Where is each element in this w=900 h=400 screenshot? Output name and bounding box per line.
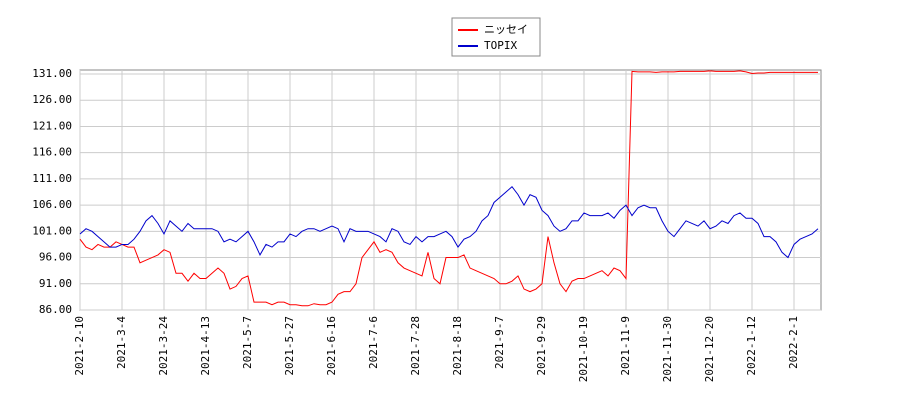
x-tick-label: 2021-7-6 xyxy=(367,316,380,369)
y-tick-label: 111.00 xyxy=(32,172,72,185)
x-tick-label: 2021-9-29 xyxy=(535,316,548,376)
x-tick-label: 2022-2-1 xyxy=(787,316,800,369)
x-tick-label: 2021-5-7 xyxy=(241,316,254,369)
y-tick-label: 106.00 xyxy=(32,198,72,211)
x-tick-label: 2021-8-18 xyxy=(451,316,464,376)
x-tick-label: 2021-4-13 xyxy=(199,316,212,376)
legend xyxy=(451,17,541,57)
x-tick-label: 2021-7-28 xyxy=(409,316,422,376)
legend-box xyxy=(451,17,541,57)
y-tick-label: 121.00 xyxy=(32,119,72,132)
y-tick-label: 131.00 xyxy=(32,67,72,80)
y-tick-label: 91.00 xyxy=(39,277,72,290)
x-tick-label: 2021-11-9 xyxy=(619,316,632,376)
x-tick-label: 2021-9-7 xyxy=(493,316,506,369)
data-line xyxy=(79,186,819,259)
y-tick-label: 116.00 xyxy=(32,146,72,159)
x-tick-label: 2021-10-19 xyxy=(577,316,590,382)
legend-label: TOPIX xyxy=(484,39,517,52)
x-tick-label: 2021-3-24 xyxy=(157,316,170,376)
x-tick-label: 2021-5-27 xyxy=(283,316,296,376)
x-tick-label: 2022-1-12 xyxy=(745,316,758,376)
x-tick-label: 2021-2-10 xyxy=(73,316,86,376)
x-tick-label: 2021-3-4 xyxy=(115,316,128,369)
x-tick-label: 2021-6-16 xyxy=(325,316,338,376)
legend-label: ニッセイ xyxy=(484,23,528,36)
y-tick-label: 101.00 xyxy=(32,224,72,237)
x-tick-label: 2021-11-30 xyxy=(661,316,674,382)
data-line xyxy=(79,70,818,307)
y-tick-label: 96.00 xyxy=(39,251,72,264)
y-tick-label: 86.00 xyxy=(39,303,72,316)
x-tick-label: 2021-12-20 xyxy=(703,316,716,382)
y-tick-label: 126.00 xyxy=(32,93,72,106)
